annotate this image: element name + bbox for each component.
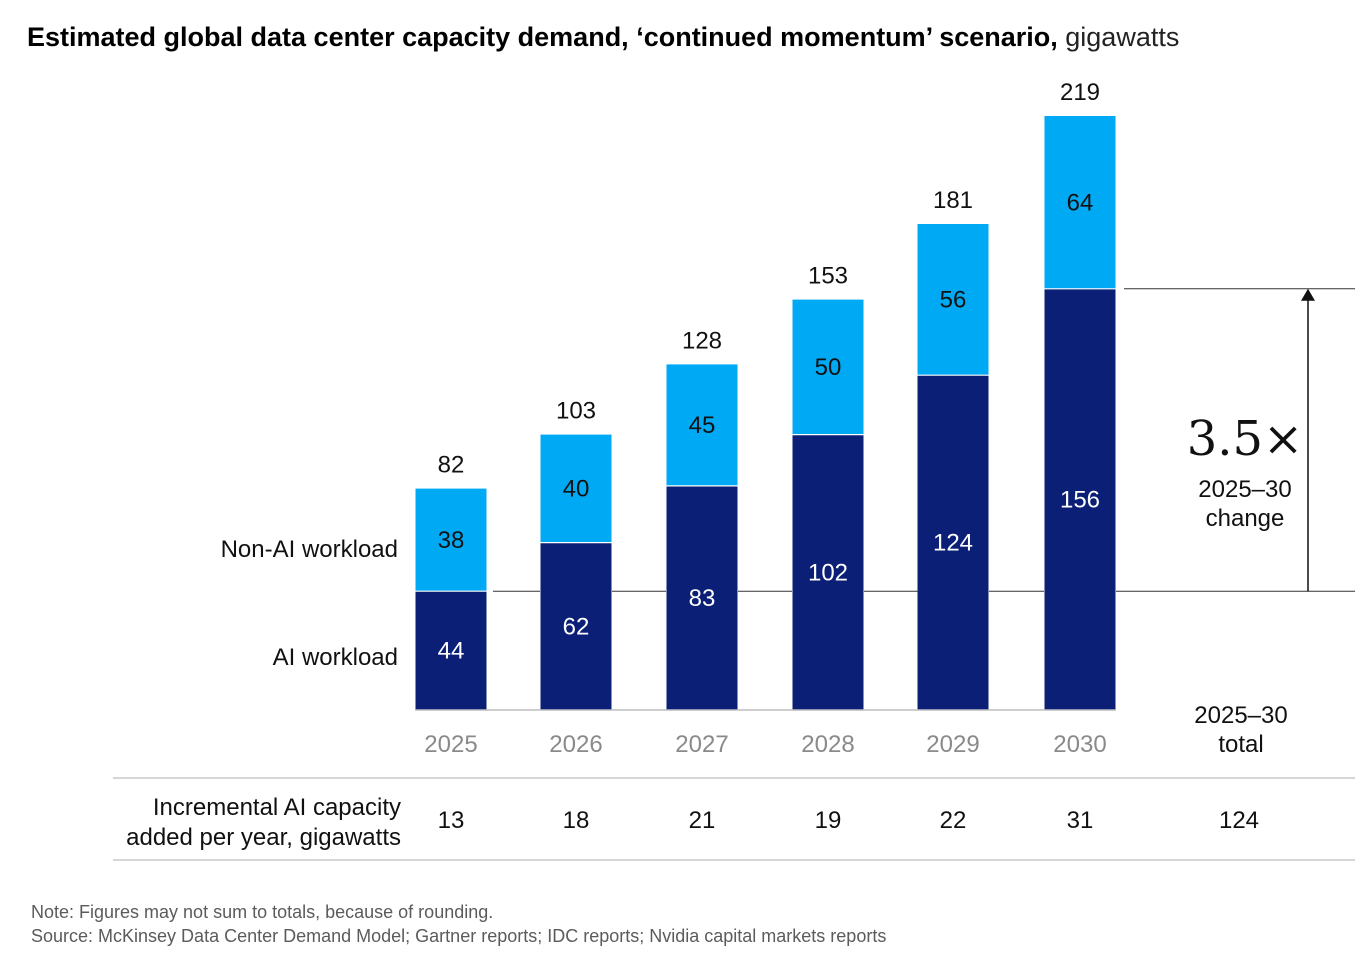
table-value-2025: 13	[438, 807, 465, 834]
data-label-ai-2030: 156	[1060, 486, 1100, 513]
annotation-period: 2025–30	[1198, 476, 1291, 503]
data-label-non-ai-2026: 40	[563, 476, 590, 503]
labels-group: 44 38 82 2025 13 62 40 103 2026 18 83 45 128 2027 21 10…	[113, 79, 1355, 861]
bar-ai-2027	[666, 485, 738, 710]
legend-non-ai-workload: Non-AI workload	[221, 536, 398, 563]
chart-title: Estimated global data center capacity de…	[27, 18, 1179, 56]
annotation-multiplier: 3.5×	[1187, 411, 1304, 467]
growth-arrow-head-icon	[1301, 288, 1315, 301]
total-label-2029: 181	[933, 187, 973, 214]
bar-non-ai-2026	[540, 434, 612, 543]
table-value-2029: 22	[940, 807, 967, 834]
bar-non-ai-2030	[1044, 116, 1116, 289]
chart-title-main: Estimated global data center capacity de…	[27, 22, 1058, 52]
table-total-value: 124	[1219, 807, 1259, 834]
total-label-2025: 82	[438, 452, 465, 479]
bar-non-ai-2028	[792, 299, 864, 435]
total-label-2030: 219	[1060, 79, 1100, 106]
total-label-2026: 103	[556, 398, 596, 425]
data-label-non-ai-2027: 45	[689, 412, 716, 439]
data-label-ai-2028: 102	[808, 559, 848, 586]
x-tick-2028: 2028	[801, 731, 854, 758]
bar-ai-2026	[540, 542, 612, 710]
data-label-ai-2027: 83	[689, 585, 716, 612]
x-tick-2030: 2030	[1053, 731, 1106, 758]
bar-ai-2029	[917, 375, 989, 710]
bar-ai-2025	[415, 591, 487, 710]
table-value-2026: 18	[563, 807, 590, 834]
bar-non-ai-2025	[415, 488, 487, 592]
data-label-non-ai-2025: 38	[438, 527, 465, 554]
bar-non-ai-2029	[917, 224, 989, 376]
source-text: Source: McKinsey Data Center Demand Mode…	[31, 926, 887, 946]
x-tick-2027: 2027	[675, 731, 728, 758]
x-tick-2025: 2025	[424, 731, 477, 758]
x-tick-2026: 2026	[549, 731, 602, 758]
data-label-non-ai-2029: 56	[940, 287, 967, 314]
legend-ai-workload: AI workload	[273, 644, 398, 671]
total-label-2027: 128	[682, 327, 722, 354]
total-label-2028: 153	[808, 263, 848, 290]
data-label-ai-2025: 44	[438, 638, 465, 665]
table-row-label-line2: added per year, gigawatts	[126, 824, 401, 851]
table-total-header-line1: 2025–30	[1194, 702, 1287, 729]
note-text: Note: Figures may not sum to totals, bec…	[31, 902, 494, 922]
data-label-non-ai-2030: 64	[1067, 189, 1094, 216]
bars-group	[415, 116, 1116, 710]
table-row-label-line1: Incremental AI capacity	[153, 794, 401, 821]
table-total-header-line2: total	[1218, 731, 1263, 758]
data-label-ai-2026: 62	[563, 613, 590, 640]
bar-ai-2030	[1044, 288, 1116, 710]
annotation-change: change	[1206, 505, 1285, 532]
data-label-non-ai-2028: 50	[815, 354, 842, 381]
data-label-ai-2029: 124	[933, 530, 973, 557]
bar-non-ai-2027	[666, 364, 738, 486]
table-value-2030: 31	[1067, 807, 1094, 834]
table-value-2028: 19	[815, 807, 842, 834]
chart-title-unit: gigawatts	[1065, 22, 1180, 52]
table-value-2027: 21	[689, 807, 716, 834]
x-tick-2029: 2029	[926, 731, 979, 758]
bar-ai-2028	[792, 434, 864, 710]
